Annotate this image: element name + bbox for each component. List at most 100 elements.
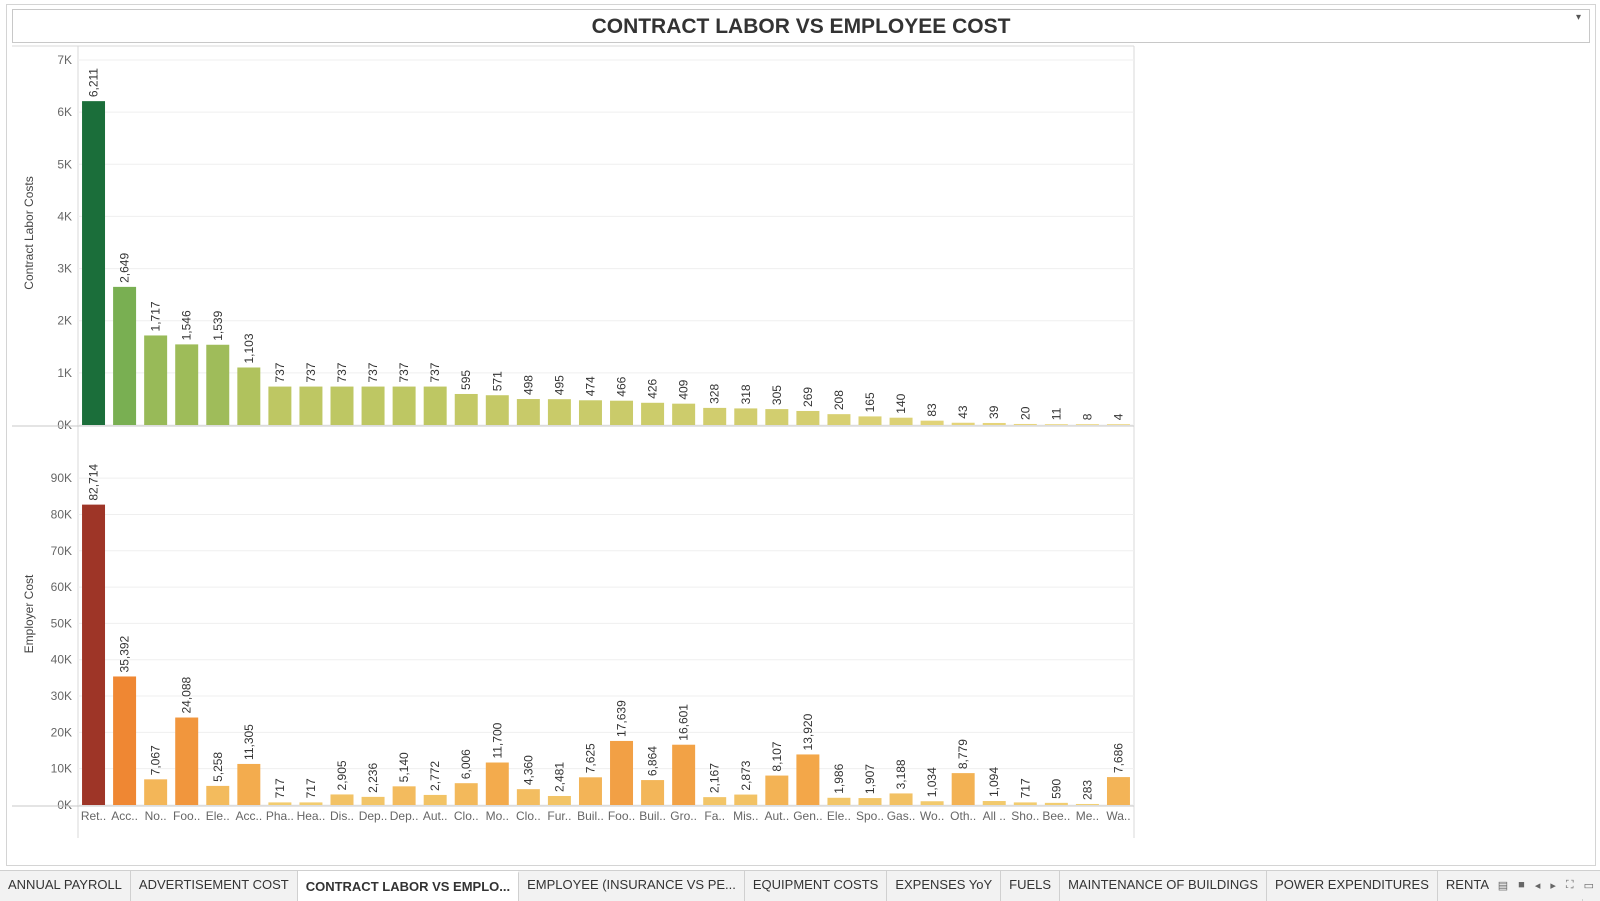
bar xyxy=(858,798,882,805)
tab-1[interactable]: ADVERTISEMENT COST xyxy=(131,871,298,901)
sheet-tab-bar: ANNUAL PAYROLL ADVERTISEMENT COST CONTRACT… xyxy=(0,870,1600,901)
bar xyxy=(423,386,447,425)
bar xyxy=(827,414,851,425)
bar xyxy=(610,740,634,805)
bar-value-label: 11 xyxy=(1049,407,1063,420)
bar-value-label: 328 xyxy=(708,384,722,404)
bar-value-label: 498 xyxy=(521,375,535,395)
bar-value-label: 2,167 xyxy=(708,763,722,793)
bar-value-label: 5,258 xyxy=(211,752,225,782)
bar-value-label: 474 xyxy=(583,376,597,396)
bar xyxy=(392,786,416,805)
bar-value-label: 737 xyxy=(366,362,380,382)
dashboard: CONTRACT LABOR VS EMPLOYEE COST ▾ xyxy=(6,4,1596,866)
y-tick-label: 30K xyxy=(51,689,72,703)
bar xyxy=(641,402,665,425)
title-menu-chevron-icon[interactable]: ▾ xyxy=(1575,12,1581,23)
bar-value-label: 35,392 xyxy=(118,635,132,672)
bar-value-label: 165 xyxy=(863,392,877,412)
single-view-icon[interactable]: ■ xyxy=(1518,879,1525,891)
tab-0[interactable]: ANNUAL PAYROLL xyxy=(0,871,131,901)
x-tick-label: Spo.. xyxy=(856,809,884,823)
x-tick-label: Mo.. xyxy=(486,809,509,823)
bar xyxy=(361,796,385,805)
bar-value-label: 426 xyxy=(646,378,660,398)
bar xyxy=(703,797,727,805)
tab-3[interactable]: EMPLOYEE (INSURANCE VS PE... xyxy=(519,871,745,901)
bar xyxy=(485,762,509,805)
bar xyxy=(796,754,820,805)
page-title: CONTRACT LABOR VS EMPLOYEE COST xyxy=(591,15,1011,38)
bar-value-label: 2,481 xyxy=(552,762,566,792)
present-icon[interactable]: ▭ xyxy=(1583,879,1594,892)
prev-arrow-icon[interactable]: ◂ xyxy=(1534,879,1541,892)
bar xyxy=(82,101,106,425)
bar-value-label: 8 xyxy=(1080,413,1094,420)
grid-view-icon[interactable]: ▤ xyxy=(1497,879,1509,892)
bar-value-label: 737 xyxy=(397,362,411,382)
y-tick-label: 80K xyxy=(51,507,72,521)
bar xyxy=(672,403,696,425)
bar xyxy=(982,422,1006,425)
bar-value-label: 305 xyxy=(770,385,784,405)
x-tick-label: Pha.. xyxy=(266,809,294,823)
bar-value-label: 1,986 xyxy=(832,763,846,793)
x-tick-label: Aut.. xyxy=(423,809,448,823)
bar xyxy=(703,407,727,425)
x-tick-label: Gro.. xyxy=(670,809,697,823)
bar xyxy=(144,779,168,805)
x-tick-label: Fur.. xyxy=(547,809,571,823)
x-tick-label: Buil.. xyxy=(639,809,666,823)
bar xyxy=(672,744,696,805)
bar-value-label: 737 xyxy=(273,362,287,382)
x-tick-label: Gas.. xyxy=(887,809,916,823)
bar xyxy=(951,773,975,805)
next-arrow-icon[interactable]: ▸ xyxy=(1550,879,1556,892)
bar-value-label: 1,103 xyxy=(242,333,256,363)
bar-value-label: 466 xyxy=(615,376,629,396)
bar-value-label: 16,601 xyxy=(677,704,691,741)
tab-7[interactable]: MAINTENANCE OF BUILDINGS xyxy=(1060,871,1268,901)
bar-value-label: 13,920 xyxy=(801,713,815,750)
x-tick-label: Acc.. xyxy=(111,809,138,823)
bar-value-label: 283 xyxy=(1080,780,1094,800)
bar xyxy=(1106,777,1130,805)
y-tick-label: 1K xyxy=(57,366,72,380)
bar-value-label: 269 xyxy=(801,387,815,407)
bar xyxy=(858,416,882,425)
tab-4[interactable]: EQUIPMENT COSTS xyxy=(745,871,888,901)
bar-value-label: 495 xyxy=(552,375,566,395)
bar xyxy=(330,794,354,805)
bar xyxy=(641,780,665,805)
tab-8[interactable]: POWER EXPENDITURES xyxy=(1267,871,1438,901)
x-tick-label: Oth.. xyxy=(950,809,976,823)
x-tick-label: No.. xyxy=(145,809,167,823)
x-tick-label: Me.. xyxy=(1076,809,1099,823)
bar-value-label: 17,639 xyxy=(615,700,629,737)
bar xyxy=(113,676,137,805)
bar-value-label: 7,067 xyxy=(149,745,163,775)
bar xyxy=(1044,424,1068,425)
bar-value-label: 590 xyxy=(1049,779,1063,799)
bar xyxy=(951,422,975,425)
bar xyxy=(237,367,261,425)
bar-value-label: 4 xyxy=(1111,413,1125,420)
bar-value-label: 1,539 xyxy=(211,310,225,340)
bar xyxy=(454,393,478,425)
y-tick-label: 7K xyxy=(57,53,72,67)
bar-value-label: 39 xyxy=(987,405,1001,419)
bar-value-label: 6,006 xyxy=(459,749,473,779)
bar xyxy=(1075,803,1099,805)
tab-5[interactable]: EXPENSES YoY xyxy=(887,871,1002,901)
bar-value-label: 737 xyxy=(428,362,442,382)
bar-value-label: 2,905 xyxy=(335,760,349,790)
tab-6[interactable]: FUELS xyxy=(1001,871,1061,901)
x-tick-label: Fa.. xyxy=(704,809,725,823)
bar-value-label: 737 xyxy=(335,362,349,382)
fullscreen-icon[interactable]: ⛶ xyxy=(1565,878,1574,891)
bar-value-label: 409 xyxy=(677,379,691,399)
bar xyxy=(206,344,230,425)
y-tick-label: 20K xyxy=(51,725,72,739)
x-tick-label: Acc.. xyxy=(235,809,262,823)
tab-2[interactable]: CONTRACT LABOR VS EMPLO... xyxy=(297,871,520,901)
